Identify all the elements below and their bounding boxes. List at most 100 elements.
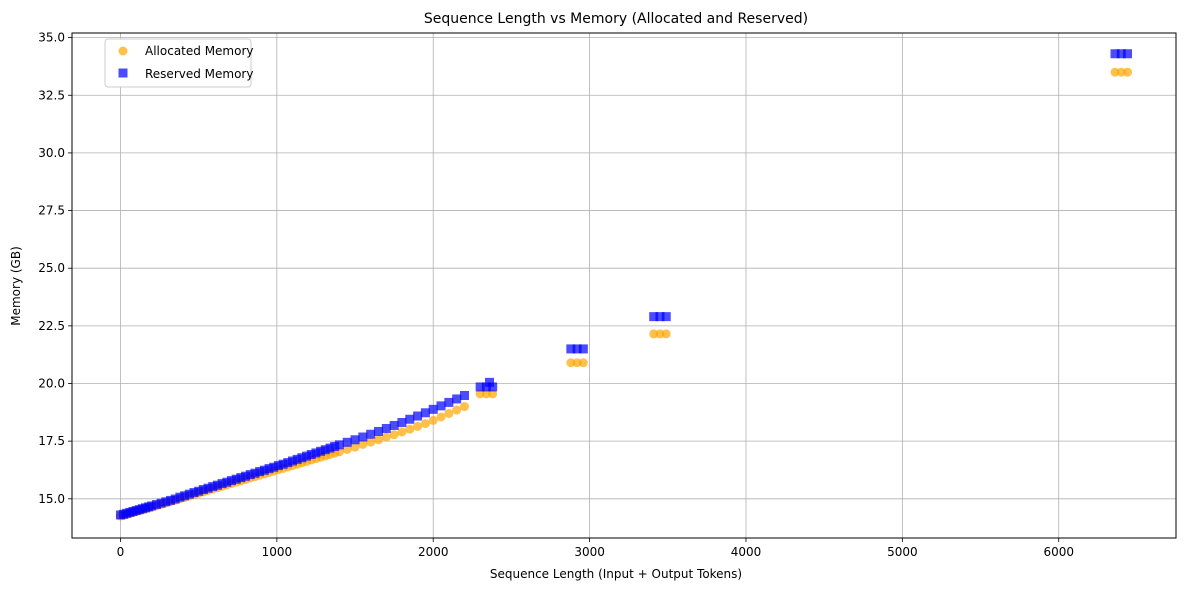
reserved-point xyxy=(189,488,199,498)
reserved-point xyxy=(1110,49,1120,59)
data-points xyxy=(115,49,1133,521)
x-axis-label: Sequence Length (Input + Output Tokens) xyxy=(490,567,742,581)
reserved-point xyxy=(208,482,218,492)
reserved-point xyxy=(420,408,430,418)
legend-reserved-marker xyxy=(118,68,128,78)
reserved-point xyxy=(180,491,190,501)
y-tick-label: 17.5 xyxy=(38,434,65,448)
reserved-point xyxy=(306,450,316,460)
allocated-point xyxy=(649,329,659,339)
allocated-point xyxy=(413,421,423,431)
reserved-point xyxy=(222,477,232,487)
reserved-point xyxy=(413,411,423,421)
reserved-point xyxy=(661,312,671,322)
allocated-point xyxy=(397,427,407,437)
x-tick-label: 1000 xyxy=(262,545,293,559)
reserved-point xyxy=(311,448,321,458)
x-tick-label: 5000 xyxy=(887,545,918,559)
reserved-point xyxy=(245,470,255,480)
legend-reserved-label: Reserved Memory xyxy=(145,67,253,81)
allocated-point xyxy=(578,358,588,368)
reserved-point xyxy=(342,437,352,447)
reserved-point xyxy=(147,501,157,511)
reserved-point xyxy=(366,429,376,439)
allocated-point xyxy=(572,358,582,368)
legend-allocated-label: Allocated Memory xyxy=(145,44,254,58)
reserved-point xyxy=(330,441,340,451)
y-tick-label: 15.0 xyxy=(38,492,65,506)
chart-title: Sequence Length vs Memory (Allocated and… xyxy=(424,11,808,27)
reserved-point xyxy=(389,420,399,430)
allocated-point xyxy=(373,435,383,445)
reserved-point xyxy=(269,462,279,472)
allocated-point xyxy=(566,358,576,368)
y-tick-label: 22.5 xyxy=(38,319,65,333)
reserved-point xyxy=(264,464,274,474)
x-tick-label: 4000 xyxy=(731,545,762,559)
reserved-point xyxy=(212,480,222,490)
reserved-point xyxy=(198,485,208,495)
allocated-point xyxy=(342,444,352,454)
allocated-point xyxy=(358,439,368,449)
reserved-point xyxy=(325,443,335,453)
y-axis-label: Memory (GB) xyxy=(9,246,23,326)
reserved-point xyxy=(184,489,194,499)
reserved-point xyxy=(488,382,498,392)
allocated-point xyxy=(655,329,665,339)
reserved-point xyxy=(273,461,283,471)
reserved-point xyxy=(566,344,576,354)
x-tick-label: 2000 xyxy=(418,545,449,559)
allocated-point xyxy=(488,389,498,399)
reserved-point xyxy=(151,500,161,510)
y-tick-label: 35.0 xyxy=(38,31,65,45)
allocated-point xyxy=(436,412,446,422)
reserved-point xyxy=(572,344,582,354)
y-tick-label: 30.0 xyxy=(38,146,65,160)
reserved-point xyxy=(236,473,246,483)
allocated-point xyxy=(452,405,462,415)
reserved-point xyxy=(405,414,415,424)
y-tick-label: 20.0 xyxy=(38,377,65,391)
reserved-point xyxy=(381,423,391,433)
allocated-point xyxy=(350,442,360,452)
x-ticks: 0 1000 2000 3000 4000 5000 6000 xyxy=(117,538,1074,559)
reserved-point xyxy=(316,446,326,456)
allocated-point xyxy=(1116,67,1126,77)
reserved-point xyxy=(161,497,171,507)
reserved-point xyxy=(302,451,312,461)
reserved-point xyxy=(475,382,485,392)
reserved-point xyxy=(350,435,360,445)
reserved-point xyxy=(485,377,495,387)
reserved-point xyxy=(459,390,469,400)
plot-frame xyxy=(71,32,1177,539)
reserved-point xyxy=(170,494,180,504)
reserved-point xyxy=(578,344,588,354)
reserved-point xyxy=(1116,49,1126,59)
y-tick-label: 32.5 xyxy=(38,88,65,102)
reserved-point xyxy=(259,465,269,475)
reserved-point xyxy=(1123,49,1133,59)
reserved-point xyxy=(334,440,344,450)
reserved-point xyxy=(156,498,166,508)
y-tick-label: 27.5 xyxy=(38,204,65,218)
reserved-point xyxy=(250,468,260,478)
reserved-point xyxy=(444,397,454,407)
reserved-point xyxy=(358,432,368,442)
reserved-point xyxy=(278,459,288,469)
allocated-point xyxy=(475,389,485,399)
reserved-point xyxy=(649,312,659,322)
allocated-point xyxy=(366,437,376,447)
reserved-point xyxy=(292,454,302,464)
reserved-point xyxy=(194,486,204,496)
allocated-point xyxy=(381,432,391,442)
reserved-point xyxy=(283,458,293,468)
allocated-point xyxy=(481,389,491,399)
allocated-point xyxy=(428,415,438,425)
reserved-point xyxy=(655,312,665,322)
reserved-point xyxy=(203,483,213,493)
reserved-point xyxy=(481,382,491,392)
allocated-point xyxy=(405,424,415,434)
grid-lines xyxy=(72,33,1176,538)
y-tick-label: 25.0 xyxy=(38,261,65,275)
